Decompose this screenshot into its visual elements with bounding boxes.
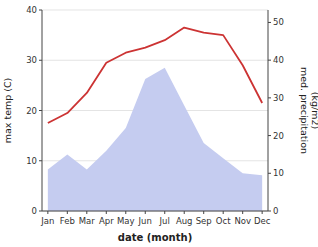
y-tick-label: 40 [26,5,37,15]
y-tick [39,10,42,11]
x-tick-label: Dec [254,216,271,226]
x-tick [125,211,126,214]
x-tick [262,211,263,214]
x-tick [145,211,146,214]
x-tick-label: Jun [138,216,152,226]
y2-tick [268,60,271,61]
x-tick [164,211,165,214]
y-tick [39,60,42,61]
x-tick [203,211,204,214]
y2-tick [268,97,271,98]
y-tick-label: 0 [32,206,37,216]
x-tick [106,211,107,214]
y-tick [39,160,42,161]
x-axis-line [42,211,268,212]
y2-tick [268,211,271,212]
y2-tick [268,173,271,174]
data [48,28,262,211]
x-tick-label: Aug [176,216,193,226]
x-tick-label: May [117,216,135,226]
x-tick [67,211,68,214]
y-tick [39,211,42,212]
grid-line [42,211,268,212]
x-tick [184,211,185,214]
y2-tick-label: 0 [273,206,278,216]
y2-tick [268,135,271,136]
x-tick-label: Jan [40,216,54,226]
y2-axis-label: (kg/m2) [310,92,318,129]
x-tick-label: Feb [60,216,75,226]
x-tick [86,211,87,214]
y2-tick [268,22,271,23]
x-tick-label: Jul [159,216,170,226]
x-tick [47,211,48,214]
x-tick-label: Mar [79,216,96,226]
x-tick [223,211,224,214]
grid-line [42,60,268,61]
y2-tick-label: 20 [273,131,284,141]
y2-tick-label: 10 [273,168,284,178]
y-tick-label: 10 [26,156,37,166]
grid-line [42,10,268,11]
y-tick-label: 20 [26,106,37,116]
y2-tick-label: 50 [273,17,284,27]
x-tick-label: Apr [99,216,114,226]
grid [42,10,268,211]
x-tick-label: Oct [216,216,231,226]
y2-tick-label: 40 [273,55,284,65]
y2-axis-label: med. precipitation [299,67,310,154]
x-tick-label: Sep [196,216,212,226]
y2-axis-line [268,10,269,211]
temperature-line [48,28,262,123]
precipitation-area [48,68,262,211]
x-axis-label: date (month) [118,232,192,243]
chart: JanFebMarAprMayJunJulAugSepOctNovDec0102… [0,0,318,247]
y2-tick-label: 30 [273,93,284,103]
x-tick-label: Nov [234,216,251,226]
axes: JanFebMarAprMayJunJulAugSepOctNovDec0102… [26,5,284,226]
y-tick [39,110,42,111]
y-tick-label: 30 [26,55,37,65]
y-axis-label: max temp (C) [2,78,13,144]
x-tick [242,211,243,214]
